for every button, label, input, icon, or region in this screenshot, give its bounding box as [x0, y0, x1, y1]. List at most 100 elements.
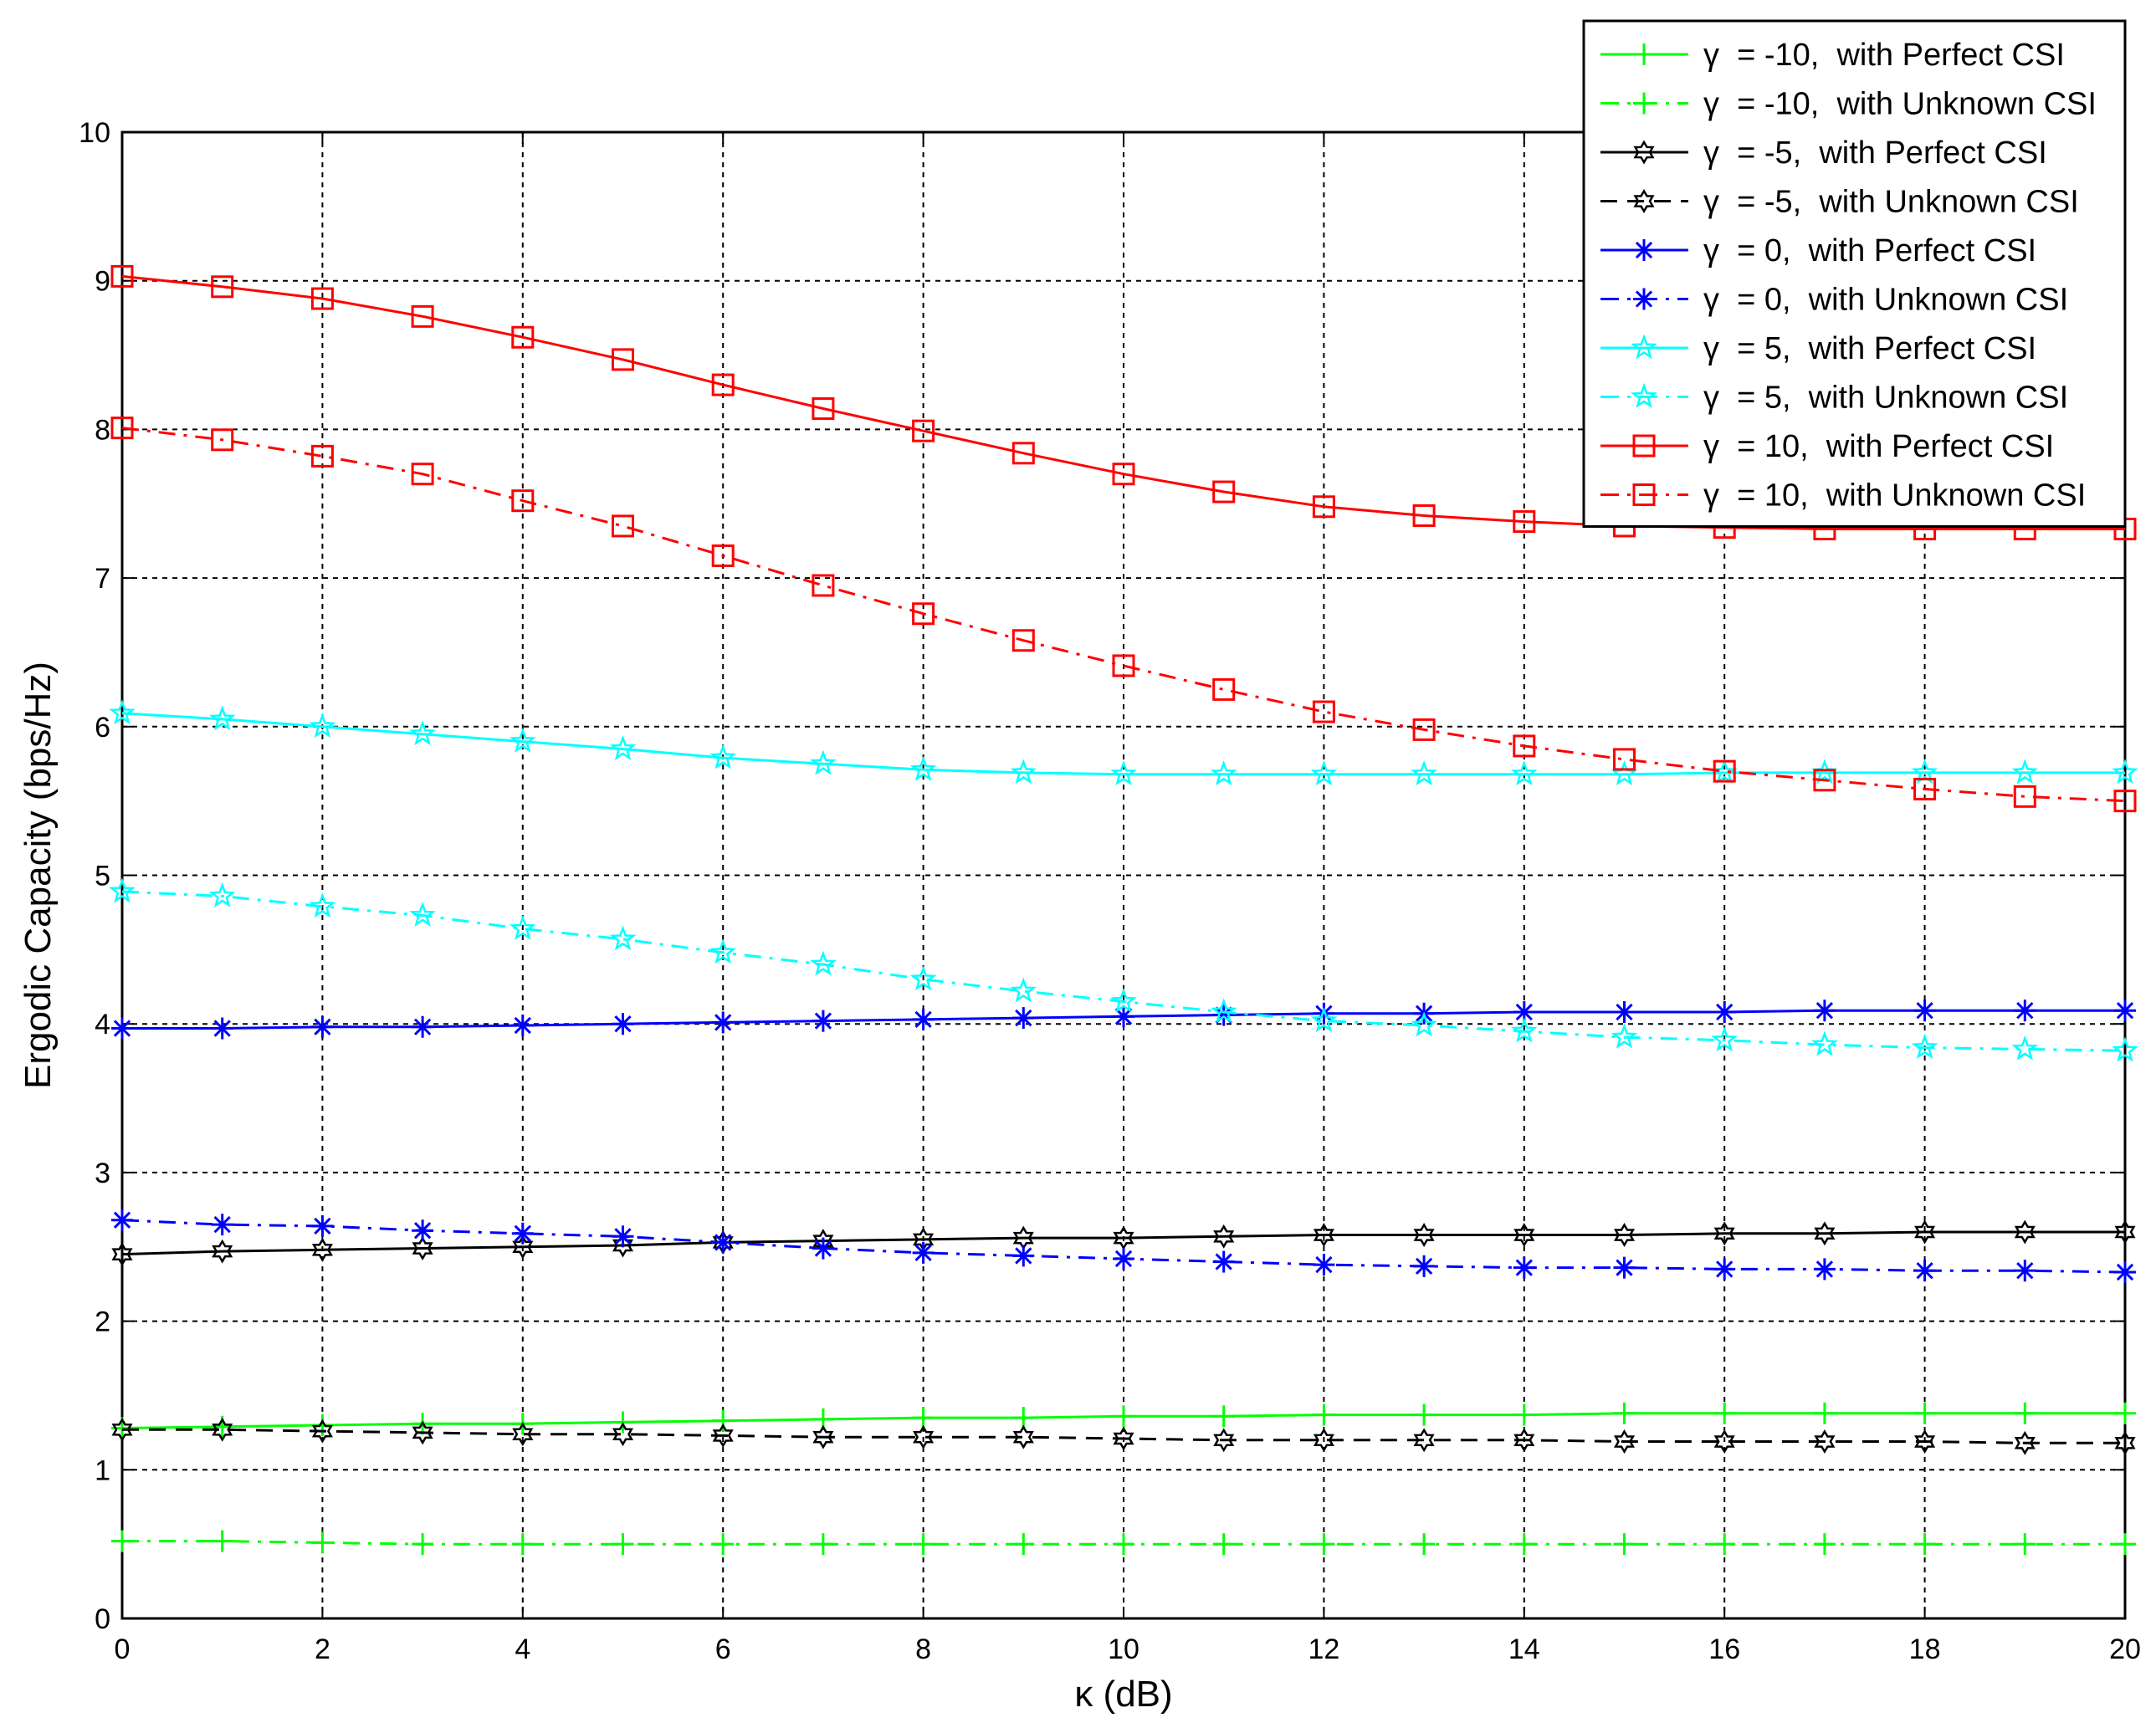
data-point [1713, 1429, 1735, 1454]
data-point [111, 1017, 133, 1040]
legend-entry: γ = 0, with Perfect CSI [1600, 233, 2036, 268]
data-point [311, 1237, 333, 1262]
data-point [912, 1241, 935, 1264]
data-point [2114, 1430, 2136, 1455]
legend-label: γ = 10, with Perfect CSI [1703, 429, 2054, 464]
legend-entry: γ = 0, with Unknown CSI [1600, 283, 2068, 318]
series-3 [111, 1417, 2136, 1455]
data-point [1513, 1256, 1535, 1279]
data-point [612, 1533, 634, 1556]
grid [122, 132, 2125, 1618]
y-tick-label: 8 [95, 414, 110, 446]
legend-marker [1632, 434, 1656, 458]
data-point [909, 755, 937, 781]
data-point [1413, 1428, 1435, 1453]
data-point [512, 1235, 534, 1260]
data-point [1011, 629, 1035, 652]
data-point [711, 544, 735, 567]
y-tick-label: 9 [95, 266, 110, 298]
series-2 [111, 1219, 2136, 1267]
data-point [1911, 1034, 1938, 1059]
data-point [511, 1533, 534, 1556]
data-point [1212, 1405, 1235, 1428]
legend-entry: γ = 5, with Perfect CSI [1600, 331, 2036, 366]
data-point [111, 1209, 133, 1231]
data-point [1313, 1223, 1334, 1247]
x-tick-label: 2 [315, 1633, 330, 1665]
data-point [311, 1531, 334, 1554]
data-point [211, 1530, 233, 1552]
x-tick-label: 12 [1308, 1633, 1339, 1665]
data-point [2011, 1035, 2039, 1061]
data-point [1213, 1428, 1235, 1453]
data-point [1613, 1256, 1636, 1279]
legend-label: γ = 0, with Unknown CSI [1703, 283, 2068, 318]
data-point [609, 734, 637, 760]
data-point [1913, 1533, 1936, 1556]
data-point [2114, 999, 2136, 1022]
legend-marker [1631, 334, 1657, 360]
data-point [2114, 1260, 2136, 1283]
data-point [912, 602, 935, 626]
data-point [511, 325, 535, 349]
y-tick-label: 5 [95, 861, 110, 892]
x-axis-label: κ (dB) [1074, 1674, 1172, 1715]
data-point [2014, 1430, 2036, 1455]
data-point [1012, 1245, 1035, 1267]
data-point [1513, 734, 1536, 758]
legend-label: γ = 10, with Unknown CSI [1703, 478, 2086, 514]
legend-entry: γ = -10, with Unknown CSI [1600, 87, 2097, 122]
legend-marker [1633, 140, 1655, 165]
legend-box [1582, 19, 2127, 528]
legend-marker [1633, 239, 1655, 261]
data-point [812, 1533, 834, 1556]
data-point [1911, 759, 1938, 785]
data-point [1413, 1223, 1435, 1247]
data-point [1813, 769, 1836, 792]
series-line [121, 274, 2125, 530]
data-point [211, 1017, 233, 1040]
legend-label: γ = 5, with Unknown CSI [1703, 381, 2068, 416]
data-point [311, 1419, 333, 1444]
series-9 [110, 417, 2137, 813]
data-point [1913, 999, 1936, 1022]
data-point [1914, 1219, 1936, 1245]
data-point [2113, 790, 2137, 813]
data-point [612, 514, 634, 538]
data-point [2011, 759, 2039, 785]
data-point [211, 1214, 233, 1236]
series-lines [109, 264, 2138, 1556]
legend-label: γ = -10, with Unknown CSI [1703, 87, 2097, 122]
data-point [612, 1233, 634, 1258]
data-point [1310, 760, 1338, 786]
data-point [1513, 510, 1536, 534]
x-tick-label: 10 [1108, 1633, 1139, 1665]
data-point [2114, 1402, 2136, 1424]
data-point [1513, 1428, 1535, 1453]
data-point [612, 1225, 634, 1248]
legend-label: γ = 5, with Perfect CSI [1703, 331, 2036, 366]
data-point [310, 444, 334, 468]
data-point [712, 1011, 735, 1034]
data-point [810, 950, 837, 976]
y-tick-label: 10 [79, 117, 110, 149]
data-point [1312, 495, 1335, 519]
data-point [1613, 1402, 1636, 1424]
data-point [1212, 1533, 1235, 1556]
series-line [121, 427, 2126, 803]
data-point [211, 428, 234, 452]
data-point [1212, 1250, 1235, 1273]
data-point [612, 348, 634, 371]
series-line [121, 712, 2125, 776]
data-point [1313, 1002, 1335, 1025]
data-point [208, 705, 236, 731]
data-point [1210, 998, 1237, 1024]
legend-label: γ = -10, with Perfect CSI [1703, 38, 2065, 73]
data-point [512, 1422, 534, 1447]
data-point [409, 720, 436, 746]
data-point [111, 1417, 133, 1442]
y-tick-label: 2 [95, 1306, 110, 1338]
data-point [1813, 1402, 1836, 1424]
legend-marker [1633, 92, 1655, 115]
